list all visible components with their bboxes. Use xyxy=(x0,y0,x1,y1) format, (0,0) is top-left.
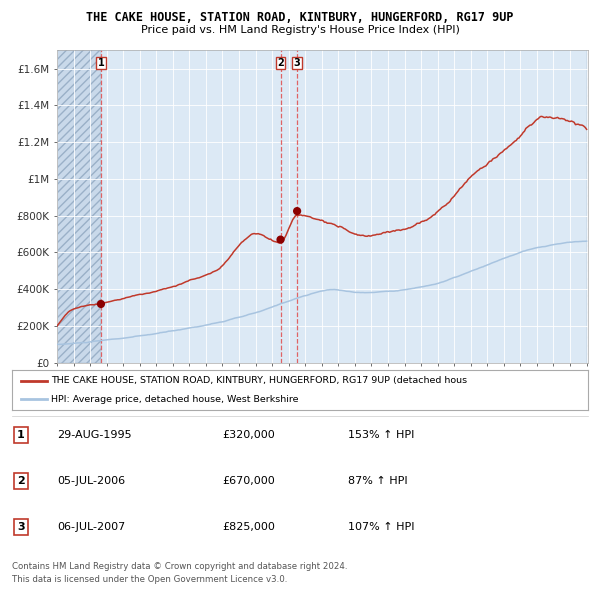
Bar xyxy=(587,50,588,363)
Point xyxy=(96,299,106,309)
Text: 87% ↑ HPI: 87% ↑ HPI xyxy=(348,476,407,486)
Text: £320,000: £320,000 xyxy=(222,430,275,440)
Text: THE CAKE HOUSE, STATION ROAD, KINTBURY, HUNGERFORD, RG17 9UP (detached hous: THE CAKE HOUSE, STATION ROAD, KINTBURY, … xyxy=(51,376,467,385)
Point xyxy=(292,206,302,216)
Text: THE CAKE HOUSE, STATION ROAD, KINTBURY, HUNGERFORD, RG17 9UP: THE CAKE HOUSE, STATION ROAD, KINTBURY, … xyxy=(86,11,514,24)
Text: Contains HM Land Registry data © Crown copyright and database right 2024.: Contains HM Land Registry data © Crown c… xyxy=(12,562,347,571)
Text: 3: 3 xyxy=(17,522,25,532)
Text: HPI: Average price, detached house, West Berkshire: HPI: Average price, detached house, West… xyxy=(51,395,299,404)
Text: 06-JUL-2007: 06-JUL-2007 xyxy=(57,522,125,532)
Bar xyxy=(57,50,101,363)
Text: 05-JUL-2006: 05-JUL-2006 xyxy=(57,476,125,486)
Text: 2: 2 xyxy=(277,58,284,68)
Text: 1: 1 xyxy=(17,430,25,440)
Text: 1: 1 xyxy=(98,58,104,68)
Point xyxy=(276,235,286,244)
Text: 153% ↑ HPI: 153% ↑ HPI xyxy=(348,430,415,440)
Text: 3: 3 xyxy=(294,58,301,68)
Bar xyxy=(57,50,101,363)
Text: 29-AUG-1995: 29-AUG-1995 xyxy=(57,430,131,440)
Text: Price paid vs. HM Land Registry's House Price Index (HPI): Price paid vs. HM Land Registry's House … xyxy=(140,25,460,35)
Text: This data is licensed under the Open Government Licence v3.0.: This data is licensed under the Open Gov… xyxy=(12,575,287,584)
Bar xyxy=(587,50,588,363)
Text: £825,000: £825,000 xyxy=(222,522,275,532)
Text: 107% ↑ HPI: 107% ↑ HPI xyxy=(348,522,415,532)
Text: £670,000: £670,000 xyxy=(222,476,275,486)
Text: 2: 2 xyxy=(17,476,25,486)
